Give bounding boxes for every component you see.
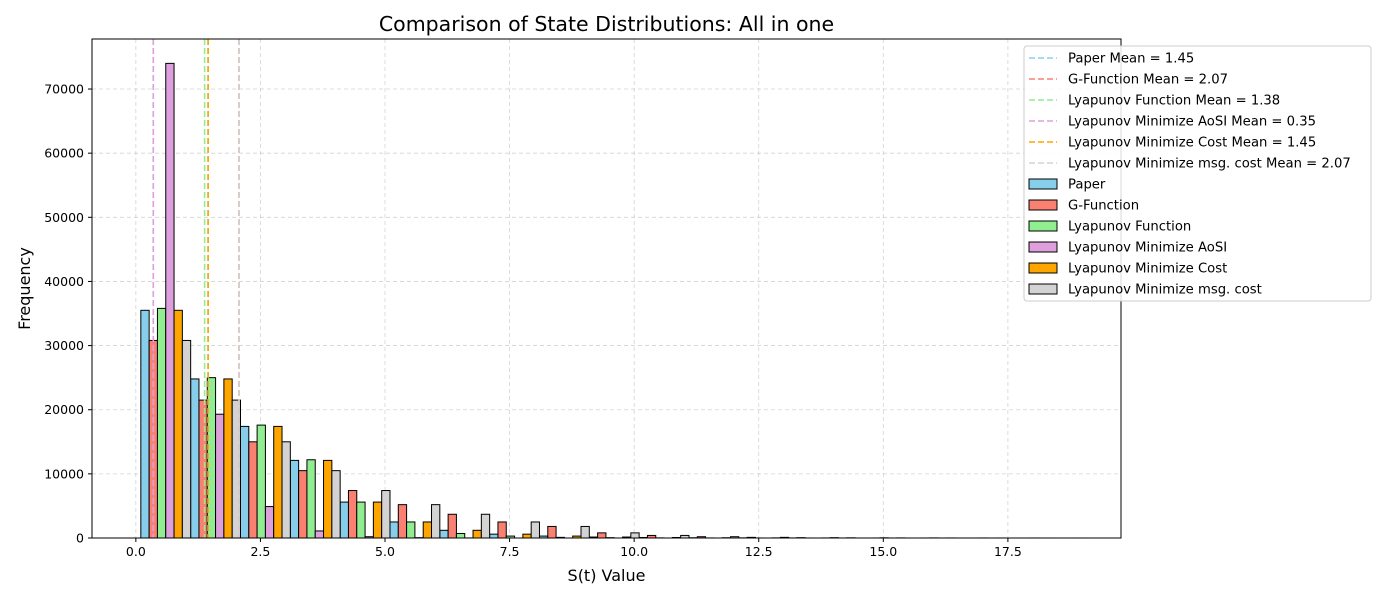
y-tick-label-4: 40000: [44, 274, 84, 289]
legend-series-swatch-1: [1028, 199, 1058, 211]
legend-series-label-1: G-Function: [1068, 199, 1139, 214]
legend-series-swatch-4: [1028, 262, 1058, 274]
bar-4-5: [422, 521, 433, 539]
bar-4-4: [372, 501, 383, 539]
legend-series-swatch-0: [1028, 178, 1058, 190]
y-tick-label-6: 60000: [44, 146, 84, 161]
legend-mean-label-2: Lyapunov Function Mean = 1.38: [1068, 94, 1280, 109]
bar-4-1: [223, 378, 233, 539]
bar-5-4: [381, 490, 391, 539]
x-tick-label-7: 17.5: [994, 544, 1022, 559]
legend-mean-label-0: Paper Mean = 1.45: [1068, 52, 1194, 67]
bar-0-4: [339, 501, 349, 539]
y-tick-label-5: 50000: [44, 210, 84, 225]
bar-2-0: [156, 307, 167, 539]
grid-lines: [92, 39, 1121, 539]
legend-mean-label-1: G-Function Mean = 2.07: [1068, 73, 1228, 88]
bar-5-9: [630, 532, 640, 539]
bar-2-4: [356, 501, 366, 539]
histogram-bars: [140, 62, 1089, 539]
bar-0-6: [439, 529, 449, 539]
bar-1-9: [597, 532, 607, 539]
bar-5-3: [331, 470, 341, 539]
x-tick-label-6: 15.0: [869, 544, 897, 559]
bar-4-2: [273, 425, 283, 539]
bar-3-3: [314, 530, 325, 539]
bar-4-0: [173, 309, 183, 539]
legend-series-label-4: Lyapunov Minimize Cost: [1068, 262, 1227, 277]
mean-lines: [152, 39, 240, 538]
bar-5-7: [530, 521, 540, 539]
legend: Paper Mean = 1.45 G-Function Mean = 2.07 L…: [1023, 45, 1372, 302]
bar-5-6: [480, 513, 491, 539]
x-axis-label: S(t) Value: [568, 566, 646, 585]
bar-1-2: [248, 441, 258, 539]
x-tick-label-0: 0.0: [126, 544, 146, 559]
y-tick-label-3: 30000: [44, 338, 84, 353]
bar-0-1: [190, 378, 200, 539]
x-tick-label-2: 5.0: [375, 544, 395, 559]
bar-1-8: [547, 525, 557, 539]
legend-mean-label-4: Lyapunov Minimize Cost Mean = 1.45: [1068, 136, 1316, 151]
bar-3-0: [165, 62, 175, 539]
bar-5-8: [580, 525, 590, 539]
bar-1-5: [397, 504, 408, 539]
bar-1-4: [347, 490, 358, 539]
legend-series-swatch-2: [1028, 220, 1058, 232]
y-tick-label-2: 20000: [44, 402, 84, 417]
bar-0-5: [389, 521, 399, 539]
y-tick-label-1: 10000: [44, 466, 84, 481]
bar-1-7: [497, 521, 507, 539]
bar-0-2: [239, 425, 250, 539]
bar-0-7: [489, 533, 499, 539]
legend-mean-label-3: Lyapunov Minimize AoSI Mean = 0.35: [1068, 115, 1316, 130]
bar-5-2: [281, 441, 291, 539]
legend-series-label-0: Paper: [1068, 178, 1106, 193]
bar-3-1: [215, 413, 225, 539]
legend-series-label-2: Lyapunov Function: [1068, 220, 1191, 235]
bar-1-6: [447, 513, 457, 539]
bar-2-3: [306, 459, 316, 539]
bar-3-2: [264, 506, 275, 539]
x-tick-label-5: 12.5: [745, 544, 773, 559]
legend-mean-label-5: Lyapunov Minimize msg. cost Mean = 2.07: [1068, 157, 1351, 172]
bar-2-2: [256, 424, 266, 539]
legend-box: [1023, 45, 1372, 302]
chart-title: Comparison of State Distributions: All i…: [379, 12, 834, 36]
bar-4-3: [323, 459, 333, 539]
bar-5-0: [181, 339, 192, 539]
legend-series-label-3: Lyapunov Minimize AoSI: [1068, 241, 1227, 256]
x-tick-label-1: 2.5: [250, 544, 270, 559]
legend-series-label-5: Lyapunov Minimize msg. cost: [1068, 283, 1262, 298]
bar-2-6: [455, 533, 466, 539]
bar-4-6: [472, 529, 482, 539]
bar-1-3: [298, 470, 308, 539]
y-tick-label-7: 70000: [44, 82, 84, 97]
x-tick-label-3: 7.5: [500, 544, 520, 559]
bar-2-5: [406, 521, 416, 539]
bar-0-3: [289, 459, 300, 539]
bar-5-5: [431, 504, 441, 539]
bar-0-0: [140, 309, 150, 539]
bar-1-1: [198, 399, 208, 539]
y-tick-label-0: 0: [76, 531, 84, 546]
y-axis-ticks: 0 10000 20000 30000 40000 50000 60000 70000: [44, 82, 92, 546]
legend-series-swatch-5: [1028, 283, 1058, 295]
bar-4-7: [522, 533, 532, 539]
x-tick-label-4: 10.0: [620, 544, 648, 559]
x-axis-ticks: 0.0 2.5 5.0 7.5 10.0 12.5 15.0 17.5: [126, 538, 1022, 559]
legend-series-swatch-3: [1028, 241, 1058, 253]
y-axis-label: Frequency: [15, 247, 34, 330]
